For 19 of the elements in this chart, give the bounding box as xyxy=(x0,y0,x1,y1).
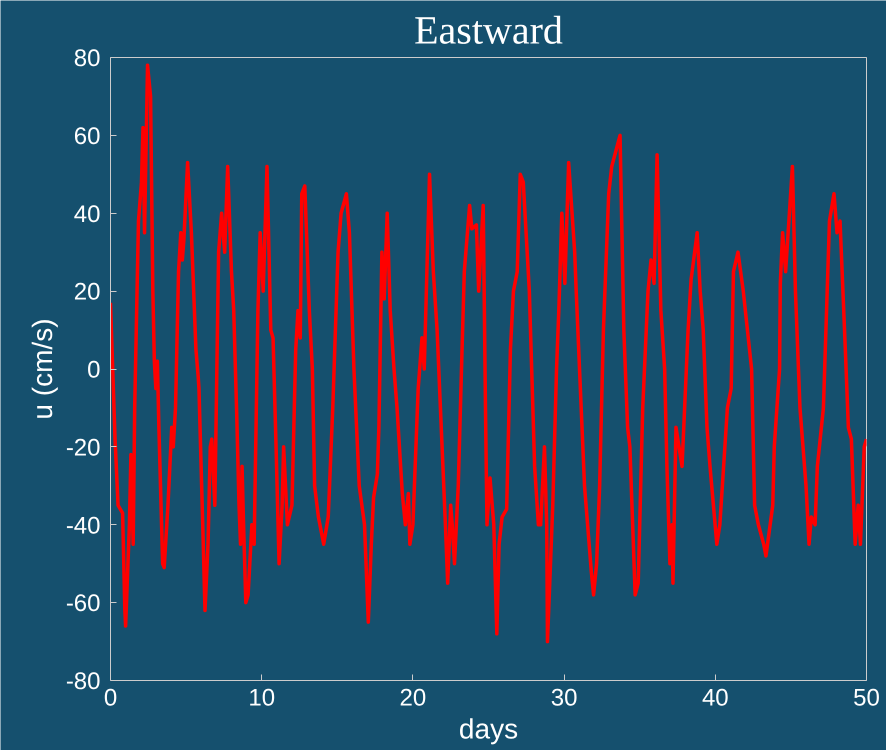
y-tick-label: -80 xyxy=(66,668,100,695)
x-tick-label: 50 xyxy=(853,684,880,712)
y-tick-label: -40 xyxy=(66,512,100,540)
y-tick-label: 20 xyxy=(74,278,101,306)
y-tick-label: -60 xyxy=(66,590,100,618)
line-series xyxy=(110,64,866,644)
x-tick-label: 30 xyxy=(550,684,578,712)
y-axis-title: u (cm/s) xyxy=(26,318,58,420)
chart-title: Eastward xyxy=(414,8,563,52)
x-axis-title: days xyxy=(458,714,518,744)
x-tick-label: 10 xyxy=(248,684,276,712)
y-tick-label: 0 xyxy=(87,356,101,384)
y-tick-label: 80 xyxy=(74,45,101,72)
y-tick-label: -20 xyxy=(66,434,100,462)
x-tick-label: 0 xyxy=(104,684,118,712)
x-tick-label: 40 xyxy=(702,684,729,712)
y-tick-label: 60 xyxy=(74,122,101,150)
x-tick-label: 20 xyxy=(400,684,426,712)
y-tick-label: 40 xyxy=(74,200,101,228)
